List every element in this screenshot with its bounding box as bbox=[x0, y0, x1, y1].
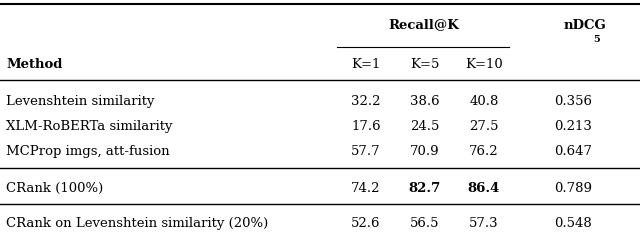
Text: 70.9: 70.9 bbox=[410, 145, 440, 158]
Text: 27.5: 27.5 bbox=[469, 120, 499, 133]
Text: 82.7: 82.7 bbox=[409, 182, 441, 195]
Text: 86.4: 86.4 bbox=[468, 182, 500, 195]
Text: 0.213: 0.213 bbox=[554, 120, 592, 133]
Text: 76.2: 76.2 bbox=[469, 145, 499, 158]
Text: 24.5: 24.5 bbox=[410, 120, 440, 133]
Text: 0.548: 0.548 bbox=[554, 217, 591, 230]
Text: 57.3: 57.3 bbox=[469, 217, 499, 230]
Text: 52.6: 52.6 bbox=[351, 217, 381, 230]
Text: CRank (100%): CRank (100%) bbox=[6, 182, 104, 195]
Text: 57.7: 57.7 bbox=[351, 145, 381, 158]
Text: K=5: K=5 bbox=[410, 58, 440, 71]
Text: K=1: K=1 bbox=[351, 58, 381, 71]
Text: 32.2: 32.2 bbox=[351, 95, 381, 108]
Text: XLM-RoBERTa similarity: XLM-RoBERTa similarity bbox=[6, 120, 173, 133]
Text: 0.789: 0.789 bbox=[554, 182, 592, 195]
Text: 38.6: 38.6 bbox=[410, 95, 440, 108]
Text: 56.5: 56.5 bbox=[410, 217, 440, 230]
Text: nDCG: nDCG bbox=[563, 19, 606, 32]
Text: Recall@K: Recall@K bbox=[388, 19, 459, 32]
Text: 0.356: 0.356 bbox=[554, 95, 592, 108]
Text: 17.6: 17.6 bbox=[351, 120, 381, 133]
Text: Levenshtein similarity: Levenshtein similarity bbox=[6, 95, 155, 108]
Text: Method: Method bbox=[6, 58, 63, 71]
Text: MCProp imgs, att-fusion: MCProp imgs, att-fusion bbox=[6, 145, 170, 158]
Text: K=10: K=10 bbox=[465, 58, 502, 71]
Text: 40.8: 40.8 bbox=[469, 95, 499, 108]
Text: CRank on Levenshtein similarity (20%): CRank on Levenshtein similarity (20%) bbox=[6, 217, 269, 230]
Text: 5: 5 bbox=[594, 35, 600, 44]
Text: 74.2: 74.2 bbox=[351, 182, 381, 195]
Text: 0.647: 0.647 bbox=[554, 145, 592, 158]
